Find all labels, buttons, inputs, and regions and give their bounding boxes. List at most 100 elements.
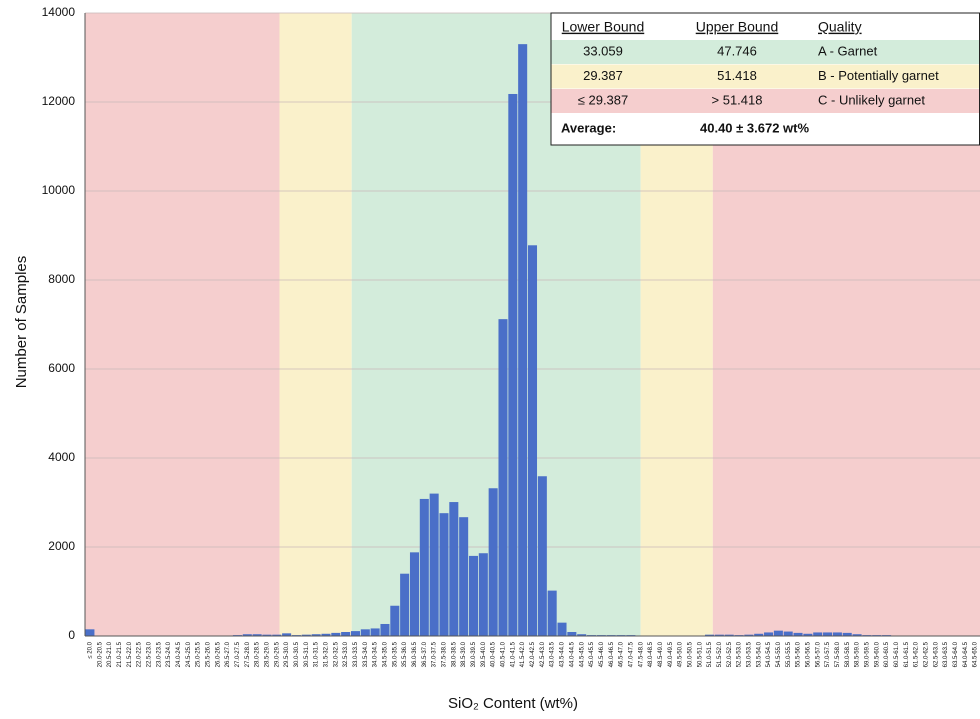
x-tick-label: 26.0-26.5: [215, 641, 221, 667]
x-tick-label: 46.0-46.5: [609, 641, 615, 667]
x-tick-label: 43.5-44.0: [560, 641, 566, 667]
x-tick-label: 45.0-45.5: [589, 641, 595, 667]
x-tick-label: 36.0-36.5: [412, 641, 418, 667]
x-tick-label: 59.0-59.5: [864, 641, 870, 667]
y-tick-label: 0: [68, 628, 75, 642]
x-tick-label: 47.5-48.0: [638, 641, 644, 667]
bar: [282, 633, 292, 636]
quality-region: [279, 13, 352, 636]
x-tick-label: 62.5-63.0: [933, 641, 939, 667]
x-tick-label: 48.0-48.5: [648, 641, 654, 667]
x-tick-label: 40.5-41.0: [501, 641, 507, 667]
x-tick-label: 52.5-53.0: [737, 641, 743, 667]
x-tick-label: 60.5-61.0: [894, 641, 900, 667]
x-tick-label: 50.5-51.0: [697, 641, 703, 667]
bar: [557, 622, 567, 636]
x-tick-label: 42.5-43.0: [540, 641, 546, 667]
bar: [409, 552, 419, 636]
x-tick-label: 53.0-53.5: [746, 641, 752, 667]
x-tick-label: 40.0-40.5: [491, 641, 497, 667]
bar: [527, 245, 538, 637]
x-tick-label: 39.0-39.5: [471, 641, 477, 667]
bar: [468, 555, 479, 636]
x-tick-label: 20.5-21.0: [107, 641, 113, 667]
x-tick-label: 52.0-52.5: [727, 641, 733, 667]
table-cell: B - Potentially garnet: [818, 68, 939, 83]
bar: [242, 634, 252, 636]
x-tick-label: 42.0-42.5: [530, 641, 536, 667]
bar: [390, 605, 400, 636]
table-cell: ≤ 29.387: [578, 92, 629, 107]
bar: [272, 634, 282, 636]
x-tick-label: 37.0-37.5: [432, 641, 438, 667]
x-tick-label: 35.5-36.0: [402, 641, 408, 667]
bar: [449, 502, 459, 636]
x-tick-label: 55.5-56.0: [796, 641, 802, 667]
x-tick-label: 48.5-49.0: [658, 641, 664, 667]
bar: [459, 517, 469, 636]
table-cell: 51.418: [717, 68, 757, 83]
x-tick-label: 30.0-30.5: [294, 641, 300, 667]
table-header: Lower Bound: [562, 19, 645, 35]
bar: [321, 633, 331, 636]
table-cell: C - Unlikely garnet: [818, 92, 925, 107]
x-tick-label: 23.5-24.0: [166, 641, 172, 667]
bar: [537, 476, 547, 636]
bar: [764, 632, 774, 636]
x-tick-label: 38.0-38.5: [451, 641, 457, 667]
x-tick-label: 36.5-37.0: [422, 641, 428, 667]
x-tick-label: 24.0-24.5: [176, 641, 182, 667]
y-tick-label: 4000: [48, 450, 75, 464]
bar: [852, 634, 862, 636]
table-header: Quality: [818, 19, 862, 35]
bar: [380, 623, 390, 636]
x-tick-label: 44.0-44.5: [569, 641, 575, 667]
bar: [429, 493, 439, 636]
bar: [400, 573, 410, 636]
bar: [350, 631, 360, 636]
x-tick-label: 20.0-20.5: [97, 641, 103, 667]
bar: [518, 44, 528, 636]
table-row: [551, 89, 979, 113]
bar: [724, 634, 734, 636]
x-tick-label: 35.0-35.5: [392, 641, 398, 667]
y-tick-label: 14000: [42, 5, 76, 19]
x-tick-label: 57.5-58.0: [835, 641, 841, 667]
x-tick-label: 56.0-56.5: [805, 641, 811, 667]
quality-region: [85, 13, 280, 636]
x-tick-label: 22.0-22.5: [137, 641, 143, 667]
x-tick-label: 64.5-65.0: [973, 641, 979, 667]
x-tick-label: 62.0-62.5: [923, 641, 929, 667]
x-tick-label: 23.0-23.5: [156, 641, 162, 667]
x-tick-label: 28.0-28.5: [255, 641, 261, 667]
x-tick-label: 25.0-25.5: [196, 641, 202, 667]
x-tick-label: 33.5-34.0: [363, 641, 369, 667]
x-tick-label: 31.0-31.5: [314, 641, 320, 667]
x-tick-label: 30.5-31.0: [304, 641, 310, 667]
bar: [488, 488, 498, 636]
x-tick-label: 53.5-54.0: [756, 641, 762, 667]
bar: [262, 634, 272, 636]
x-tick-label: 41.0-41.5: [510, 641, 516, 667]
bar: [803, 633, 813, 636]
bar: [370, 628, 380, 636]
x-tick-label: 47.0-47.5: [628, 641, 634, 667]
bar: [85, 629, 95, 636]
x-tick-label: 32.0-32.5: [333, 641, 339, 667]
x-tick-label: 51.5-52.0: [717, 641, 723, 667]
bar: [577, 634, 587, 636]
x-tick-label: 54.5-55.0: [776, 641, 782, 667]
x-tick-label: 34.0-34.5: [373, 641, 379, 667]
y-tick-label: 6000: [48, 361, 75, 375]
x-tick-label: 28.5-29.0: [265, 641, 271, 667]
x-tick-label: 33.0-33.5: [353, 641, 359, 667]
x-tick-label: 54.0-54.5: [766, 641, 772, 667]
y-tick-label: 8000: [48, 272, 75, 286]
x-tick-label: 50.0-50.5: [687, 641, 693, 667]
y-axis-title: Number of Samples: [13, 256, 30, 389]
x-tick-label: 25.5-26.0: [206, 641, 212, 667]
bar: [547, 590, 557, 636]
table-cell: 29.387: [583, 68, 623, 83]
y-tick-label: 10000: [42, 183, 76, 197]
